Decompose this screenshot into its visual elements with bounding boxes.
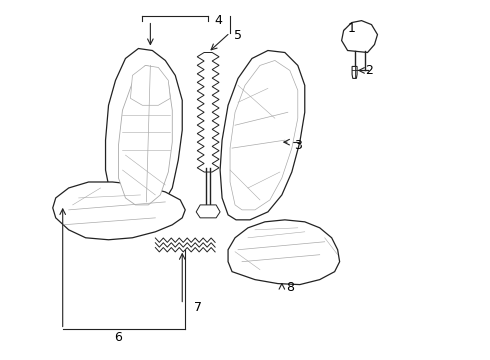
Text: 2: 2 — [366, 64, 373, 77]
Polygon shape — [230, 60, 298, 210]
Polygon shape — [53, 182, 185, 240]
Polygon shape — [119, 66, 172, 205]
Text: 4: 4 — [214, 14, 222, 27]
Text: 3: 3 — [294, 139, 302, 152]
Polygon shape — [220, 50, 305, 220]
Text: 8: 8 — [286, 281, 294, 294]
Polygon shape — [105, 49, 182, 214]
Text: 5: 5 — [234, 29, 242, 42]
Text: 7: 7 — [194, 301, 202, 314]
Polygon shape — [130, 66, 171, 105]
Polygon shape — [342, 21, 377, 53]
Text: 1: 1 — [347, 22, 356, 35]
Polygon shape — [196, 205, 220, 218]
Polygon shape — [197, 53, 219, 172]
Polygon shape — [228, 220, 340, 285]
Text: 6: 6 — [115, 331, 122, 344]
Polygon shape — [352, 67, 357, 78]
